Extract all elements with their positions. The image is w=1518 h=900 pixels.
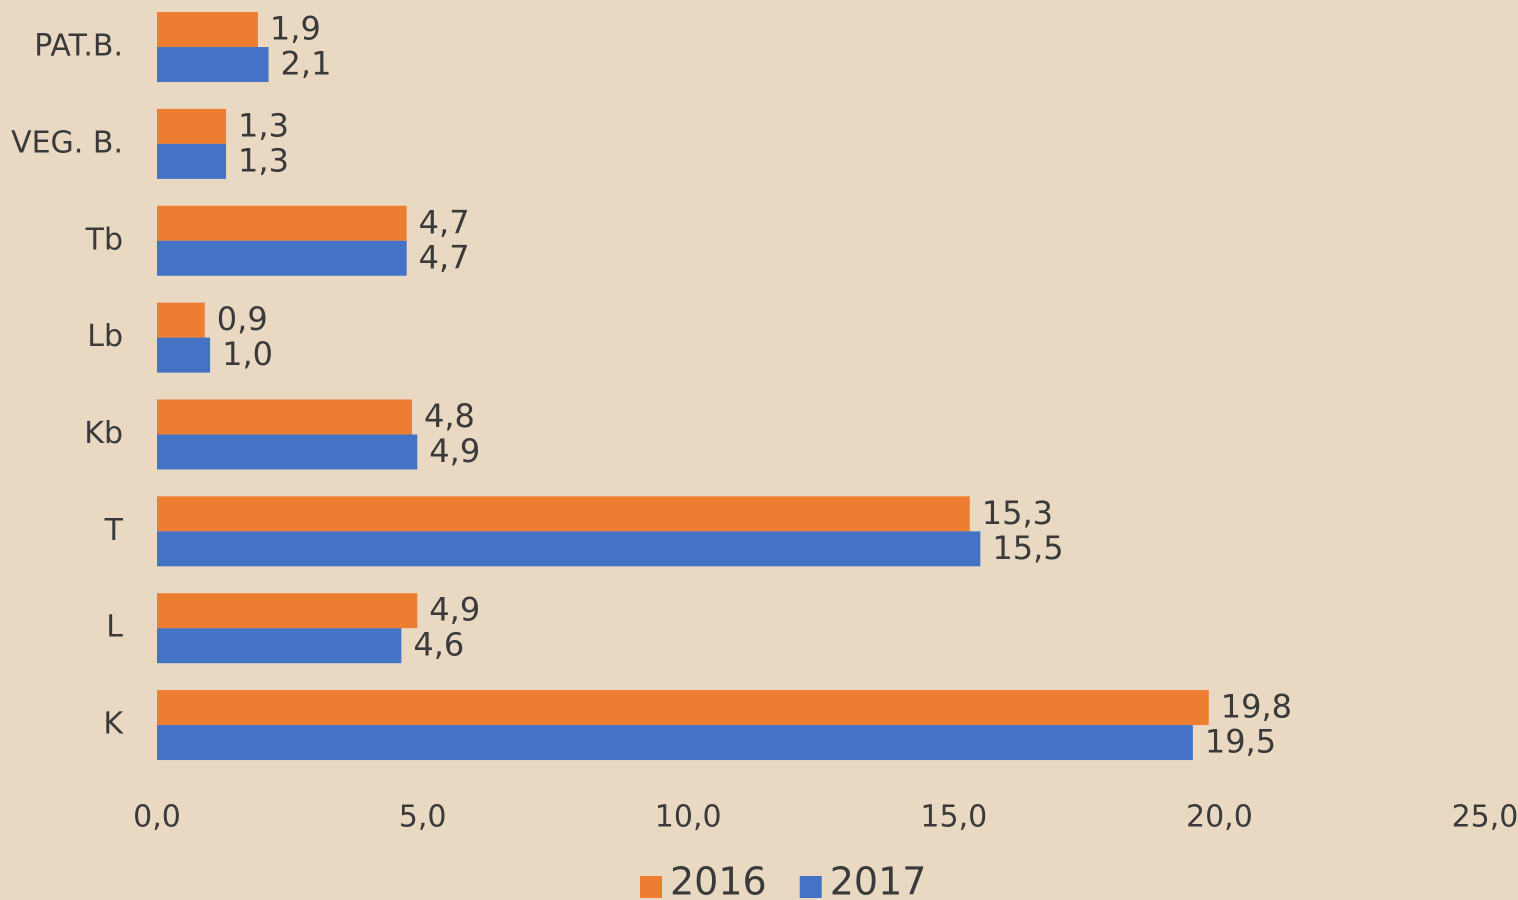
bar — [157, 496, 970, 532]
value-label: 4,7 — [419, 203, 470, 241]
x-tick-label: 25,0 — [1452, 800, 1518, 835]
bar — [157, 240, 407, 276]
value-label: 15,3 — [982, 494, 1053, 532]
value-label: 19,8 — [1221, 688, 1292, 726]
y-tick-label: VEG. B. — [11, 125, 123, 160]
x-tick-label: 15,0 — [920, 800, 987, 835]
x-tick-label: 10,0 — [655, 800, 722, 835]
y-tick-label: T — [104, 513, 124, 548]
y-tick-label: Lb — [87, 319, 123, 354]
bar — [157, 399, 412, 435]
value-label: 1,3 — [238, 106, 289, 144]
value-label: 1,3 — [238, 141, 289, 179]
value-label: 4,9 — [429, 432, 480, 470]
bar — [157, 205, 407, 241]
y-tick-label: Tb — [85, 222, 123, 257]
value-label: 2,1 — [281, 45, 332, 83]
legend-swatch — [799, 876, 822, 898]
bar — [157, 725, 1193, 761]
legend-swatch — [640, 876, 662, 898]
legend-label: 2017 — [830, 860, 927, 900]
bar — [157, 531, 981, 567]
bar — [157, 434, 418, 470]
bar — [157, 12, 258, 48]
bar — [157, 593, 418, 629]
value-label: 1,9 — [270, 10, 321, 48]
value-label: 4,7 — [419, 238, 470, 276]
value-label: 0,9 — [217, 300, 268, 338]
value-label: 1,0 — [222, 335, 273, 373]
y-tick-label: PAT.B. — [34, 29, 123, 64]
bar — [157, 302, 205, 338]
value-label: 4,8 — [424, 397, 475, 435]
value-label: 15,5 — [992, 529, 1063, 567]
x-tick-label: 20,0 — [1186, 800, 1253, 835]
bar — [157, 47, 269, 83]
value-label: 4,6 — [413, 626, 464, 664]
y-tick-label: K — [103, 707, 124, 742]
value-label: 19,5 — [1205, 723, 1276, 761]
bar — [157, 108, 227, 144]
x-tick-label: 0,0 — [133, 800, 181, 835]
legend-label: 2016 — [670, 860, 767, 900]
value-label: 4,9 — [429, 591, 480, 629]
bar — [157, 143, 227, 179]
y-tick-label: L — [106, 610, 123, 645]
y-tick-label: Kb — [84, 416, 123, 451]
bar — [157, 628, 402, 664]
bar — [157, 337, 211, 373]
x-tick-label: 5,0 — [399, 800, 447, 835]
bar — [157, 690, 1209, 726]
